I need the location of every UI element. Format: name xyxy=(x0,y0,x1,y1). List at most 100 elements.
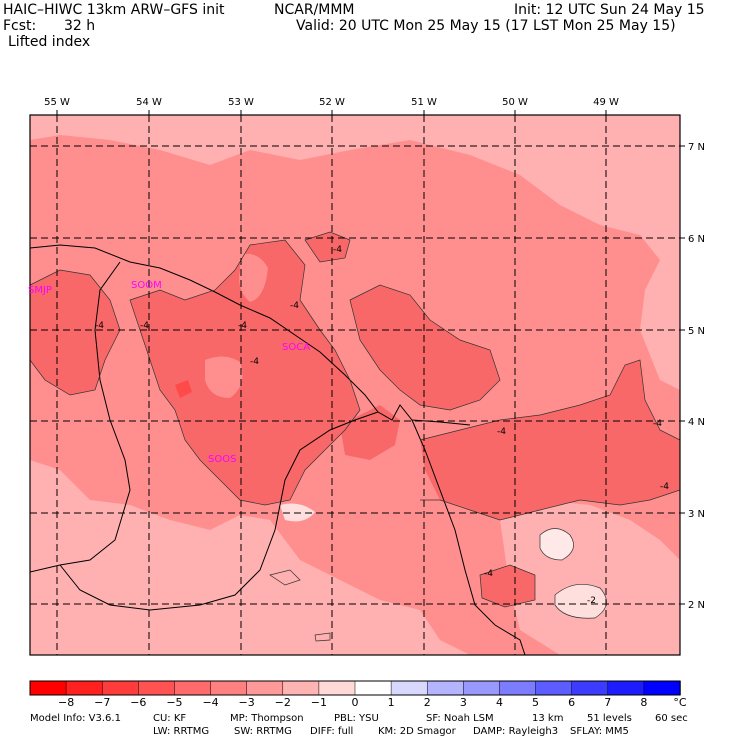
colorbar-cell xyxy=(571,680,609,696)
lon-label-51w: 51 W xyxy=(411,97,437,108)
contour-label: -4 xyxy=(290,301,299,311)
field-name: Lifted index xyxy=(8,34,91,50)
lat-label-2n: 2 N xyxy=(688,600,705,611)
contour-label: -4 xyxy=(660,482,669,492)
footer-sf: SF: Noah LSM xyxy=(426,713,494,724)
footer-timestep: 60 sec xyxy=(655,713,688,724)
contour-value-labels: -4 -4 -4 -4 -4 -4 -4 -4 -4 -4 -2 xyxy=(95,245,669,606)
colorbar-tick-label: 4 xyxy=(496,696,503,709)
valid-time: Valid: 20 UTC Mon 25 May 15 (17 LST Mon … xyxy=(296,18,676,34)
colorbar-cell xyxy=(643,680,681,696)
colorbar-tick-label: −3 xyxy=(239,696,255,709)
field-dark-west xyxy=(30,270,120,395)
lon-label-52w: 52 W xyxy=(319,97,345,108)
colorbar-tick-label: 8 xyxy=(640,696,647,709)
border-west xyxy=(30,261,131,573)
contour-label: -4 xyxy=(140,321,149,331)
colorbar-cell xyxy=(390,680,428,696)
colorbar-cell xyxy=(101,680,140,696)
init-time: Init: 12 UTC Sun 24 May 15 xyxy=(514,2,705,18)
contour-label: -4 xyxy=(238,321,247,331)
contour-label: -4 xyxy=(95,321,104,331)
colorbar-tick-label: 1 xyxy=(388,696,395,709)
forecast-label: Fcst: xyxy=(3,18,37,34)
contour-label: -4 xyxy=(484,569,493,579)
footer-levels: 51 levels xyxy=(587,713,632,724)
field-light-north xyxy=(30,115,680,390)
colorbar-cell xyxy=(210,680,248,696)
lat-label-5n: 5 N xyxy=(688,326,705,337)
lon-label-49w: 49 W xyxy=(593,97,619,108)
colorbar-tick-label: 6 xyxy=(568,696,575,709)
footer-sw: SW: RRTMG xyxy=(234,726,292,737)
footer-lw: LW: RRTMG xyxy=(153,726,210,737)
colorbar-tick-label: −5 xyxy=(166,696,182,709)
colorbar-cell xyxy=(426,680,465,696)
field-very-light-pocket xyxy=(540,528,574,560)
colorbar-tick-label: −4 xyxy=(202,696,218,709)
colorbar-tick-label: −6 xyxy=(130,696,146,709)
footer-pbl: PBL: YSU xyxy=(334,713,379,724)
station-soom: SOOM xyxy=(131,280,162,291)
station-soos: SOOS xyxy=(208,454,236,465)
border-central xyxy=(59,411,379,611)
colorbar-tick-label: 3 xyxy=(460,696,467,709)
colorbar-cell xyxy=(282,680,320,696)
colorbar-cell xyxy=(29,680,67,696)
colorbar-tick-label: −1 xyxy=(311,696,327,709)
lat-label-4n: 4 N xyxy=(688,417,705,428)
colorbar-tick-labels: −8 −7 −6 −5 −4 −3 −2 −1 0 1 2 3 4 5 6 7 8 xyxy=(58,696,647,709)
coastline-and-borders xyxy=(30,244,526,655)
map-frame xyxy=(29,114,681,656)
colorbar-cell xyxy=(354,680,392,696)
colorbar-cell xyxy=(174,680,212,696)
colorbar-cell xyxy=(318,680,356,696)
colorbar-tick-label: 0 xyxy=(352,696,359,709)
latitude-labels: 7 N 6 N 5 N 4 N 3 N 2 N xyxy=(688,142,705,611)
colorbar-cell xyxy=(65,680,103,696)
lon-label-54w: 54 W xyxy=(136,97,162,108)
contour-label: -4 xyxy=(333,245,342,255)
forecast-hour: 32 h xyxy=(64,18,96,34)
lat-label-3n: 3 N xyxy=(688,509,705,520)
colorbar-tick-label: 2 xyxy=(424,696,431,709)
field-dark-southeast xyxy=(420,360,680,520)
colorbar-cells xyxy=(29,680,681,696)
lon-label-55w: 55 W xyxy=(44,97,70,108)
contour-label: -4 xyxy=(497,427,506,437)
graticule xyxy=(30,115,680,655)
colorbar-tick-label: 7 xyxy=(604,696,611,709)
colorbar-cell xyxy=(607,680,645,696)
footer-sflay: SFLAY: MM5 xyxy=(570,726,629,737)
colorbar-tick-label: −8 xyxy=(58,696,74,709)
coastline xyxy=(30,244,471,426)
org-label: NCAR/MMM xyxy=(274,2,355,18)
lat-label-6n: 6 N xyxy=(688,234,705,245)
contour-label: -4 xyxy=(250,357,259,367)
colorbar-unit: °C xyxy=(673,696,687,709)
colorbar-frame xyxy=(29,680,681,696)
shaded-field xyxy=(30,115,680,655)
contour-label: -2 xyxy=(587,596,596,606)
lon-label-50w: 50 W xyxy=(502,97,528,108)
contour-label: -4 xyxy=(653,419,662,429)
footer-resolution: 13 km xyxy=(532,713,564,724)
footer-model-info: Model Info: V3.6.1 xyxy=(30,713,121,724)
colorbar-cell xyxy=(246,680,284,696)
footer-cu: CU: KF xyxy=(153,713,187,724)
border-east xyxy=(411,419,526,655)
lon-label-53w: 53 W xyxy=(228,97,254,108)
field-dark-central xyxy=(130,240,360,505)
lat-label-7n: 7 N xyxy=(688,142,705,153)
colorbar-cell xyxy=(499,680,537,696)
colorbar-tick-label: −7 xyxy=(94,696,110,709)
footer-damp: DAMP: Rayleigh3 xyxy=(473,726,559,737)
colorbar-cell xyxy=(138,680,176,696)
footer-km: KM: 2D Smagor xyxy=(378,726,456,737)
longitude-labels: 55 W 54 W 53 W 52 W 51 W 50 W 49 W xyxy=(44,97,619,108)
field-dark-east-central xyxy=(350,285,500,410)
station-soca: SOCA xyxy=(282,342,310,353)
colorbar-tick-label: −2 xyxy=(275,696,291,709)
